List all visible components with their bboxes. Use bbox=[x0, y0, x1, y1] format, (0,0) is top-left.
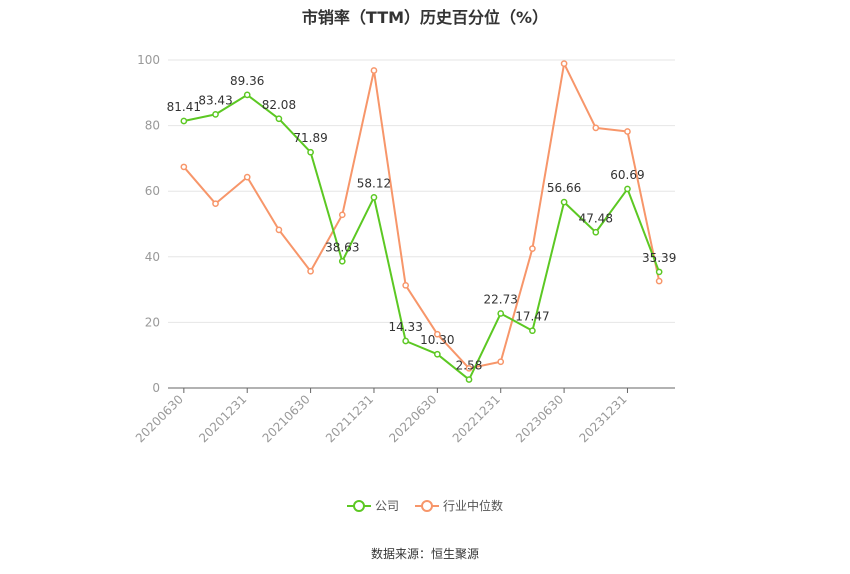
point-company bbox=[624, 185, 631, 193]
point-company bbox=[529, 327, 536, 335]
point-industry bbox=[402, 281, 410, 289]
point-industry bbox=[370, 67, 378, 74]
data-label: 89.36 bbox=[230, 74, 264, 88]
point-industry bbox=[497, 358, 505, 366]
point-industry bbox=[592, 124, 600, 132]
point-company bbox=[560, 198, 568, 206]
x-tick-label: 20230630 bbox=[513, 392, 566, 445]
y-tick-label: 0 bbox=[152, 381, 160, 395]
point-industry bbox=[465, 364, 473, 372]
point-company bbox=[592, 228, 600, 236]
legend-item-company[interactable]: 公司 bbox=[346, 497, 399, 514]
point-company bbox=[275, 115, 283, 123]
point-industry bbox=[180, 163, 188, 171]
data-label: 71.89 bbox=[293, 131, 327, 145]
series-line-company bbox=[183, 93, 661, 381]
data-label: 17.47 bbox=[515, 310, 549, 324]
point-industry bbox=[560, 60, 568, 67]
y-tick-label: 100 bbox=[137, 53, 160, 67]
y-tick-label: 20 bbox=[145, 315, 160, 329]
data-label: 47.48 bbox=[579, 211, 613, 225]
point-company bbox=[370, 194, 378, 201]
point-company bbox=[465, 376, 473, 383]
point-company bbox=[307, 148, 314, 156]
data-label: 58.12 bbox=[357, 176, 391, 190]
x-tick-label: 20220630 bbox=[386, 392, 439, 445]
x-axis-ticks: 20200630 20201231 20210630 20211231 20220630… bbox=[133, 388, 630, 445]
x-tick-label: 20231231 bbox=[577, 392, 630, 445]
x-tick-label: 20200630 bbox=[133, 392, 186, 445]
data-label: 22.73 bbox=[484, 292, 518, 306]
grid-lines bbox=[168, 59, 675, 323]
data-label: 10.30 bbox=[420, 333, 454, 347]
chart-title: 市销率（TTM）历史百分位（%） bbox=[301, 8, 549, 27]
data-label: 83.43 bbox=[198, 93, 232, 107]
point-industry bbox=[307, 267, 314, 275]
x-tick-label: 20211231 bbox=[323, 392, 376, 445]
x-tick-label: 20201231 bbox=[196, 392, 249, 445]
point-industry bbox=[529, 245, 536, 252]
point-industry bbox=[338, 211, 346, 219]
data-label: 38.63 bbox=[325, 240, 359, 254]
point-company bbox=[402, 337, 410, 345]
legend-item-industry[interactable]: 行业中位数 bbox=[415, 497, 503, 514]
legend-label-industry: 行业中位数 bbox=[443, 499, 504, 513]
data-label: 35.39 bbox=[642, 251, 676, 265]
point-company bbox=[497, 310, 505, 317]
y-tick-label: 40 bbox=[145, 250, 160, 264]
data-label: 2.58 bbox=[456, 359, 483, 373]
point-industry bbox=[655, 277, 663, 285]
x-tick-label: 20221231 bbox=[450, 392, 503, 445]
point-company bbox=[338, 257, 346, 265]
point-industry bbox=[212, 200, 219, 208]
y-axis-ticks: 0 20 40 60 80 100 bbox=[137, 53, 160, 395]
point-company bbox=[433, 350, 441, 358]
x-tick-label: 20210630 bbox=[260, 392, 313, 445]
data-label: 82.08 bbox=[262, 98, 296, 112]
point-industry bbox=[624, 128, 631, 135]
legend-swatch-industry bbox=[415, 499, 439, 512]
legend: 公司 行业中位数 bbox=[0, 497, 850, 514]
data-label: 14.33 bbox=[388, 320, 422, 334]
legend-label-company: 公司 bbox=[374, 499, 399, 513]
legend-swatch-company bbox=[346, 499, 371, 512]
point-company bbox=[243, 91, 251, 99]
series-group bbox=[180, 60, 663, 383]
point-company bbox=[212, 110, 219, 118]
y-tick-label: 60 bbox=[145, 184, 160, 198]
data-label: 60.69 bbox=[610, 168, 644, 182]
point-industry bbox=[243, 173, 251, 181]
point-company bbox=[180, 117, 188, 125]
point-industry bbox=[433, 330, 441, 338]
data-label: 81.41 bbox=[167, 100, 201, 114]
series-line-industry bbox=[183, 62, 661, 370]
point-company bbox=[655, 268, 663, 276]
data-source: 数据来源：恒生聚源 bbox=[370, 547, 479, 561]
data-label: 56.66 bbox=[547, 181, 581, 195]
point-industry bbox=[275, 226, 283, 234]
y-tick-label: 80 bbox=[145, 119, 160, 133]
